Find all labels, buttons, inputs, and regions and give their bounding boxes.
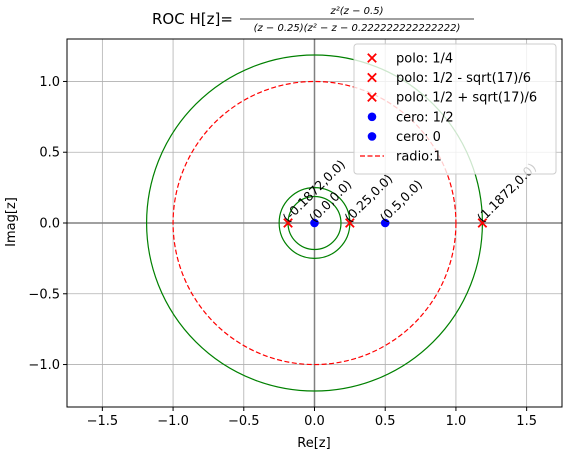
unit-circle <box>172 80 457 366</box>
zero-marker <box>380 218 390 228</box>
y-tick-label: −0.5 <box>28 287 60 302</box>
legend: polo: 1/4 polo: 1/2 - sqrt(17)/6 polo: 1/2… <box>353 43 557 175</box>
legend-entry: radio:1 <box>396 150 442 165</box>
title-numerator: z²(z − 0.5) <box>330 6 384 17</box>
chart-title: ROC H[z]= <box>152 10 233 28</box>
x-tick-label: −1.0 <box>157 414 189 429</box>
y-ticks: −1.0 −0.5 0.0 0.5 1.0 <box>28 75 67 373</box>
legend-entry: cero: 0 <box>396 130 441 145</box>
title: ROC H[z]= z²(z − 0.5) (z − 0.25)(z² − z … <box>152 6 474 34</box>
legend-entry: polo: 1/2 + sqrt(17)/6 <box>396 91 537 106</box>
y-axis-label: Imag[z] <box>4 197 19 247</box>
x-tick-label: −1.5 <box>87 414 119 429</box>
pole-marker <box>345 218 355 228</box>
x-tick-label: −0.5 <box>228 414 260 429</box>
y-tick-label: 1.0 <box>39 75 60 90</box>
legend-box <box>353 43 557 175</box>
pole-marker <box>477 218 488 228</box>
legend-entry: polo: 1/2 - sqrt(17)/6 <box>396 71 531 86</box>
legend-entry: polo: 1/4 <box>396 52 453 67</box>
legend-pole-marker <box>367 92 377 103</box>
x-axis-label: Re[z] <box>297 436 330 451</box>
legend-pole-marker <box>367 72 377 83</box>
y-tick-label: 0.5 <box>39 146 60 161</box>
legend-zero-marker <box>367 132 377 141</box>
x-tick-label: 0.0 <box>304 414 325 429</box>
y-tick-label: −1.0 <box>28 358 60 373</box>
x-tick-label: 1.0 <box>446 414 467 429</box>
y-tick-label: 0.0 <box>39 217 60 232</box>
x-ticks: −1.5 −1.0 −0.5 0.0 0.5 1.0 1.5 <box>87 407 537 429</box>
x-tick-label: 1.5 <box>516 414 537 429</box>
title-denominator: (z − 0.25)(z² − z − 0.222222222222222) <box>254 23 461 34</box>
markers <box>283 218 488 228</box>
legend-entry: cero: 1/2 <box>396 110 454 125</box>
legend-pole-marker <box>367 53 377 63</box>
x-tick-label: 0.5 <box>375 414 396 429</box>
zero-marker <box>310 218 319 228</box>
pole-marker <box>283 218 293 228</box>
legend-zero-marker <box>367 112 377 122</box>
